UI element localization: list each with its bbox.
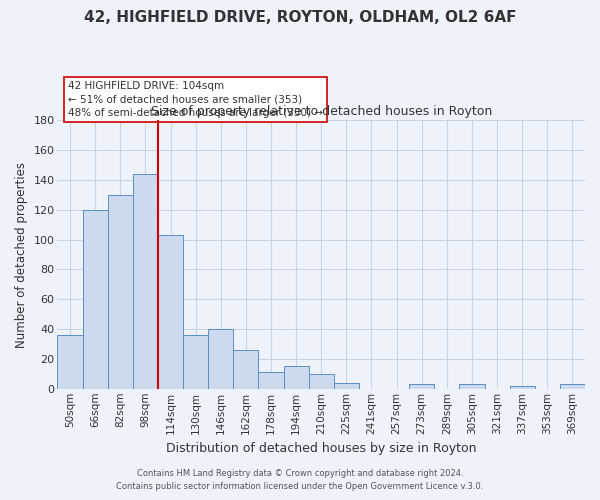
Bar [560,384,585,389]
X-axis label: Distribution of detached houses by size in Royton: Distribution of detached houses by size … [166,442,476,455]
Bar [460,384,485,389]
Bar [409,384,434,389]
Bar [284,366,308,389]
Bar [334,383,359,389]
Bar [259,372,284,389]
Bar [183,335,208,389]
Bar [308,374,334,389]
Bar [133,174,158,389]
Bar [509,386,535,389]
Bar [58,335,83,389]
Bar [158,235,183,389]
Bar [233,350,259,389]
Text: Contains HM Land Registry data © Crown copyright and database right 2024.
Contai: Contains HM Land Registry data © Crown c… [116,470,484,491]
Y-axis label: Number of detached properties: Number of detached properties [15,162,28,348]
Text: 42, HIGHFIELD DRIVE, ROYTON, OLDHAM, OL2 6AF: 42, HIGHFIELD DRIVE, ROYTON, OLDHAM, OL2… [84,10,516,25]
Bar [208,329,233,389]
Text: 42 HIGHFIELD DRIVE: 104sqm
← 51% of detached houses are smaller (353)
48% of sem: 42 HIGHFIELD DRIVE: 104sqm ← 51% of deta… [68,81,323,118]
Bar [83,210,108,389]
Title: Size of property relative to detached houses in Royton: Size of property relative to detached ho… [151,104,492,118]
Bar [108,195,133,389]
